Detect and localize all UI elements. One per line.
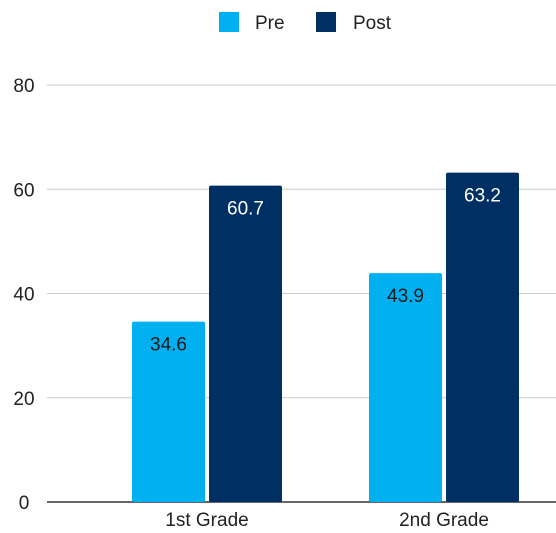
legend: Pre Post xyxy=(219,12,392,34)
bars-layer xyxy=(132,172,519,502)
bar-post-2 xyxy=(446,172,519,502)
data-label-post-1: 60.7 xyxy=(227,199,264,220)
bar-pre-2 xyxy=(369,273,442,502)
legend-label-post: Post xyxy=(353,13,392,34)
data-label-pre-2: 43.9 xyxy=(387,286,424,307)
y-tick-label-0: 0 xyxy=(19,493,30,514)
x-tick-label-2: 2nd Grade xyxy=(399,510,489,531)
labels-layer: 0 20 40 60 80 34.6 60.7 1st Grade 43.9 63.2 2nd Gr… xyxy=(13,76,501,531)
legend-label-pre: Pre xyxy=(255,13,285,34)
legend-swatch-post xyxy=(316,12,336,32)
data-label-pre-1: 34.6 xyxy=(150,335,187,356)
y-tick-label-80: 80 xyxy=(13,76,34,97)
y-tick-label-20: 20 xyxy=(13,389,34,410)
legend-swatch-pre xyxy=(219,12,239,32)
y-tick-label-40: 40 xyxy=(13,285,34,306)
y-tick-label-60: 60 xyxy=(13,180,34,201)
bar-pre-1 xyxy=(132,321,205,502)
bar-post-1 xyxy=(209,185,282,502)
x-tick-label-1: 1st Grade xyxy=(165,510,248,531)
data-label-post-2: 63.2 xyxy=(464,186,501,207)
